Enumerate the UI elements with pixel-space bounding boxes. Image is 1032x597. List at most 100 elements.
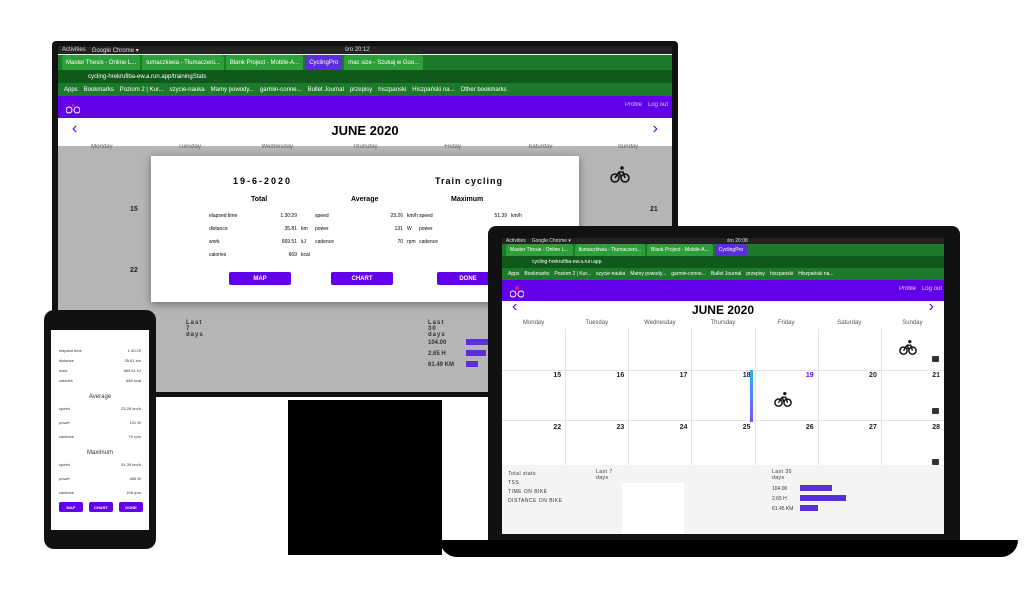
modal-button[interactable]: CHART [331, 272, 393, 285]
tab[interactable]: Blank Project - Mobile-A... [225, 55, 304, 70]
day: 26 [805, 424, 814, 431]
bookmark[interactable]: Bullet Journal [307, 86, 344, 93]
stat-value: 1:30:29 [127, 348, 141, 353]
stat-bar [800, 505, 818, 511]
tab[interactable]: tumaczkiwia - Tłumaczeni... [142, 55, 224, 70]
day: 19 [805, 372, 814, 379]
prev-month[interactable]: ‹ [512, 298, 518, 315]
bookmark[interactable]: Mamy powody... [210, 86, 254, 93]
prev-month[interactable]: ‹ [72, 120, 78, 137]
os-topbar: Activities Google Chrome ▾ śro 20:08 [502, 238, 944, 244]
tab[interactable]: Master Thesis - Online L... [506, 244, 573, 256]
bookmarks-bar: Apps Bookmarks Poziom 2 | Kur... szycie-nau… [58, 83, 672, 96]
bookmark[interactable]: Bookmarks [524, 271, 550, 277]
bike-icon[interactable] [610, 164, 630, 184]
stat-label: distance [209, 226, 228, 232]
stat-unit: W [407, 226, 412, 232]
stat-label: cadence [315, 239, 334, 245]
stat-value: 51.39 [494, 213, 507, 219]
chart-area [622, 483, 684, 534]
bookmark[interactable]: szycie-nauka [596, 271, 626, 277]
bookmark[interactable]: Apps [64, 86, 78, 93]
grid-line [565, 329, 567, 465]
stat-label: cadence [59, 434, 75, 439]
nav-link[interactable]: Log out [921, 286, 942, 292]
stat-label: distance [59, 358, 74, 363]
tab[interactable]: mac size - Szukaj w Goo... [344, 55, 424, 70]
url[interactable]: cycling-hrekrufiba-ew.a.run.app/training… [88, 73, 207, 80]
selected-bar [750, 370, 753, 422]
bookmark[interactable]: hiszpanski [378, 86, 407, 93]
bookmark[interactable]: Hiszpański na... [412, 86, 455, 93]
bike-icon[interactable] [899, 338, 917, 356]
bookmark[interactable]: Poziom 2 | Kur... [119, 86, 164, 93]
bookmark[interactable]: hiszpanski [769, 271, 794, 277]
nav: Profile Log out [899, 286, 942, 292]
stat-label: power [419, 226, 433, 232]
nav-link[interactable]: Profile [624, 102, 642, 108]
stat-unit: kcal [301, 252, 310, 258]
bookmark[interactable]: Other bookmarks [460, 86, 507, 93]
stat-label: speed [59, 462, 70, 467]
tab[interactable]: Master Thesis - Online L... [62, 55, 141, 70]
stat-label: speed [59, 406, 70, 411]
bookmark[interactable]: szycie-nauka [169, 86, 205, 93]
bookmark[interactable]: Hiszpański na... [798, 271, 834, 277]
day: 25 [742, 424, 751, 431]
bookmark[interactable]: Apps [508, 271, 520, 277]
calendar: Monday Tuesday Wednesday Thursday Friday Satu… [502, 320, 944, 465]
weekday: Wednesday [644, 320, 676, 326]
address-bar: cycling-hrekrufiba-ew.a.run.app/training… [58, 70, 672, 83]
nav-link[interactable]: Profile [898, 286, 916, 292]
bookmark[interactable]: przepisy [349, 86, 373, 93]
laptop-base [440, 540, 1018, 557]
tab[interactable]: CyclingPro [714, 244, 747, 256]
tab[interactable]: Blank Project - Mobile-A... [646, 244, 713, 256]
stat-value: 35.81 km [124, 358, 141, 363]
last-7-label: Last 7 days [596, 469, 613, 481]
stat-value: 2.65 H [428, 351, 446, 357]
bookmark[interactable]: przepisy [746, 271, 765, 277]
tab[interactable]: CyclingPro [305, 55, 343, 70]
activities[interactable]: Activities [62, 47, 86, 53]
bookmark[interactable]: garmin-conne... [259, 86, 302, 93]
stat-label: speed [315, 213, 329, 219]
bookmark[interactable]: Bullet Journal [710, 271, 742, 277]
section-header: Average [88, 394, 112, 400]
nav-link[interactable]: Log out [647, 102, 668, 108]
app-header: Profile Log out [502, 280, 944, 301]
app-menu[interactable]: Google Chrome ▾ [531, 238, 571, 244]
stat-label: elapsed time [59, 348, 82, 353]
button[interactable]: MAP [59, 502, 83, 512]
section-header: Maximum [86, 450, 113, 456]
grid-line [628, 329, 630, 465]
monitor-screen: Activities Google Chrome ▾ śro 20:12 Mas… [58, 46, 672, 392]
stat-label: power [59, 476, 70, 481]
stat-label: elapsed time [209, 213, 238, 219]
next-month[interactable]: › [652, 120, 658, 137]
modal-button[interactable]: DONE [437, 272, 499, 285]
bookmark[interactable]: Mamy powody... [630, 271, 667, 277]
app-menu[interactable]: Google Chrome ▾ [91, 47, 139, 54]
stat-label: power [59, 420, 70, 425]
bookmark[interactable]: garmin-conne... [671, 271, 706, 277]
next-month[interactable]: › [928, 298, 934, 315]
bike-icon[interactable] [774, 390, 792, 408]
stat-label: cadence [59, 490, 75, 495]
url[interactable]: cycling-hrekrufiba-ew.a.run.app [532, 259, 602, 265]
tab[interactable]: tłumaczkiwia - Tłumaczeni... [574, 244, 645, 256]
modal-button[interactable]: MAP [229, 272, 291, 285]
bookmark[interactable]: Bookmarks [83, 86, 114, 93]
activities[interactable]: Activities [506, 238, 526, 244]
stat-bar [800, 495, 846, 501]
day: 17 [679, 372, 688, 379]
stats: Total stats TSS TIME ON BIKE DISTANCE ON BI… [502, 465, 944, 534]
logo [66, 104, 80, 114]
button[interactable]: DONE [119, 502, 143, 512]
grid-line [880, 329, 882, 465]
bookmark[interactable]: Poziom 2 | Kur... [554, 271, 592, 277]
button[interactable]: CHART [89, 502, 113, 512]
weekday: Tuesday [585, 320, 609, 326]
stat-value: 131 [394, 226, 403, 232]
monitor-stand [288, 400, 442, 555]
